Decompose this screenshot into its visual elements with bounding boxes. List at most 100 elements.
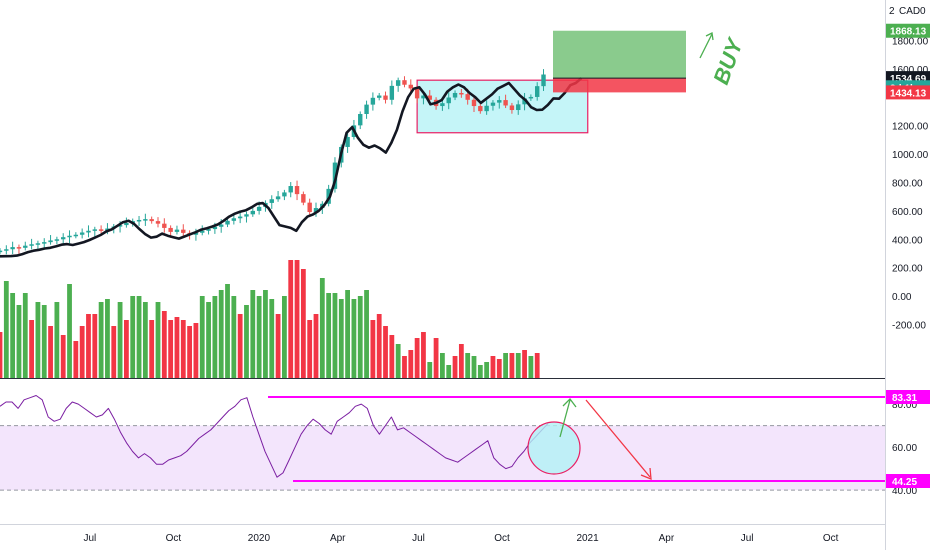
candle-body [67, 235, 72, 238]
pane-count-label[interactable]: 2 [889, 6, 895, 17]
volume-bar [300, 269, 306, 378]
volume-bar [218, 290, 224, 378]
candle-body [155, 221, 161, 224]
candle-body [149, 219, 154, 222]
candle-body [275, 196, 281, 200]
volume-bar [180, 320, 186, 378]
position-layer[interactable] [553, 30, 686, 93]
volume-bar [503, 353, 508, 378]
volume-bar [92, 314, 98, 378]
candle-body [288, 186, 293, 193]
price-tag-label: 1868.13 [890, 27, 927, 38]
candle-body [503, 100, 508, 106]
time-axis-tick[interactable]: Jul [83, 533, 96, 544]
volume-bar [288, 260, 294, 378]
rsi-line [0, 395, 549, 478]
time-axis-tick[interactable]: Jul [741, 533, 754, 544]
candle-body [79, 232, 85, 235]
volume-bar [427, 362, 433, 378]
price-axis-tick[interactable]: 1600.00 [892, 65, 929, 76]
volume-bar [282, 296, 287, 378]
volume-bar [60, 335, 66, 378]
candle-body [383, 95, 388, 100]
candle-body [301, 194, 306, 203]
candle-body [86, 230, 91, 233]
candle-body [117, 225, 123, 227]
candle-body [497, 100, 502, 103]
volume-bar [237, 314, 243, 378]
buy-arrow-head-icon [705, 32, 714, 41]
volume-bar [86, 314, 91, 378]
extra-value-label: 0 [920, 6, 926, 17]
volume-bar [22, 293, 28, 378]
price-tag-label: 1434.13 [890, 88, 927, 99]
rsi-axis-tick[interactable]: 40.00 [892, 486, 917, 497]
volume-bar [433, 338, 439, 378]
volume-bar [408, 350, 414, 378]
price-tag-label: 1534.69 [890, 74, 927, 85]
time-axis-tick[interactable]: Apr [659, 533, 675, 544]
volume-bar [421, 332, 426, 378]
volume-bar [149, 320, 155, 378]
candle-body [358, 113, 363, 126]
rsi-level-tag-box [886, 474, 930, 488]
volume-bar [206, 302, 211, 378]
volume-bar [187, 326, 192, 378]
rsi-axis-tick[interactable]: 80.00 [892, 400, 917, 411]
candle-body [29, 244, 34, 246]
time-axis-tick[interactable]: 2020 [248, 533, 271, 544]
candle-body [294, 186, 300, 195]
price-axis-tick[interactable]: 1200.00 [892, 122, 929, 133]
price-axis-tick[interactable]: 1800.00 [892, 36, 929, 47]
time-axis-tick[interactable]: Oct [166, 533, 182, 544]
target-zone[interactable] [553, 30, 686, 79]
time-axis-tick[interactable]: Jul [412, 533, 425, 544]
volume-bar [250, 290, 256, 378]
price-axis-tick[interactable]: 600.00 [892, 207, 923, 218]
price-axis-tick[interactable]: 400.00 [892, 235, 923, 246]
rsi-axis-tick[interactable]: 60.00 [892, 443, 917, 454]
time-axis-tick[interactable]: Apr [330, 533, 346, 544]
rsi-down-arrow-line [585, 399, 651, 478]
volume-bar [105, 299, 110, 378]
price-axis-tick[interactable]: -200.00 [892, 321, 926, 332]
buy-annotation: BUY [708, 33, 748, 87]
volume-bar [509, 353, 515, 378]
price-axis-tick[interactable]: 0.00 [892, 292, 912, 303]
volume-bar [345, 290, 350, 378]
candle-body [73, 234, 79, 237]
volume-bar [376, 314, 382, 378]
candle-body [168, 227, 173, 232]
price-axis-tick[interactable]: 200.00 [892, 264, 923, 275]
axis-layer[interactable]: 1800.00 1600.00 1200.00 1000.00 800.00 600.00… [83, 36, 928, 544]
volume-bar [351, 299, 357, 378]
candle-body [250, 210, 255, 215]
time-axis-tick[interactable]: Oct [823, 533, 839, 544]
volume-bar [98, 302, 104, 378]
candle-body [212, 226, 218, 230]
volume-bar [155, 302, 161, 378]
volume-bar [364, 290, 369, 378]
candle-body [427, 95, 432, 100]
candle-body [0, 250, 3, 253]
volume-bar [124, 320, 129, 378]
time-axis-tick[interactable]: Oct [494, 533, 510, 544]
volume-bar [10, 293, 16, 378]
currency-label: CAD [899, 6, 920, 17]
time-axis-tick[interactable]: 2021 [576, 533, 599, 544]
candle-body [535, 86, 540, 97]
volume-bar [73, 341, 79, 378]
candle-body [143, 219, 148, 221]
volume-bar [458, 344, 464, 378]
price-axis-tick[interactable]: 1000.00 [892, 150, 929, 161]
price-axis-tick[interactable]: 800.00 [892, 178, 923, 189]
volume-bar [294, 260, 300, 378]
price-tag-box [886, 23, 930, 38]
stop-zone[interactable] [553, 78, 686, 93]
candle-body [414, 88, 420, 99]
volume-bar [395, 344, 401, 378]
candle-body [345, 137, 350, 147]
